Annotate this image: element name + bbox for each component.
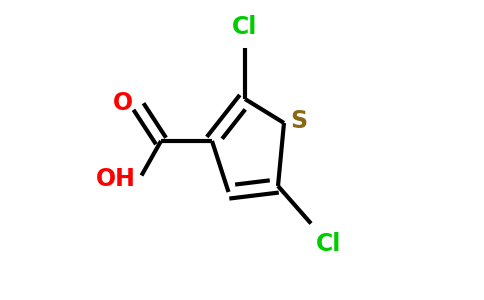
Text: S: S	[290, 110, 308, 134]
Text: Cl: Cl	[316, 232, 341, 256]
Text: O: O	[113, 92, 133, 116]
Text: OH: OH	[96, 167, 136, 191]
Text: Cl: Cl	[232, 15, 257, 39]
